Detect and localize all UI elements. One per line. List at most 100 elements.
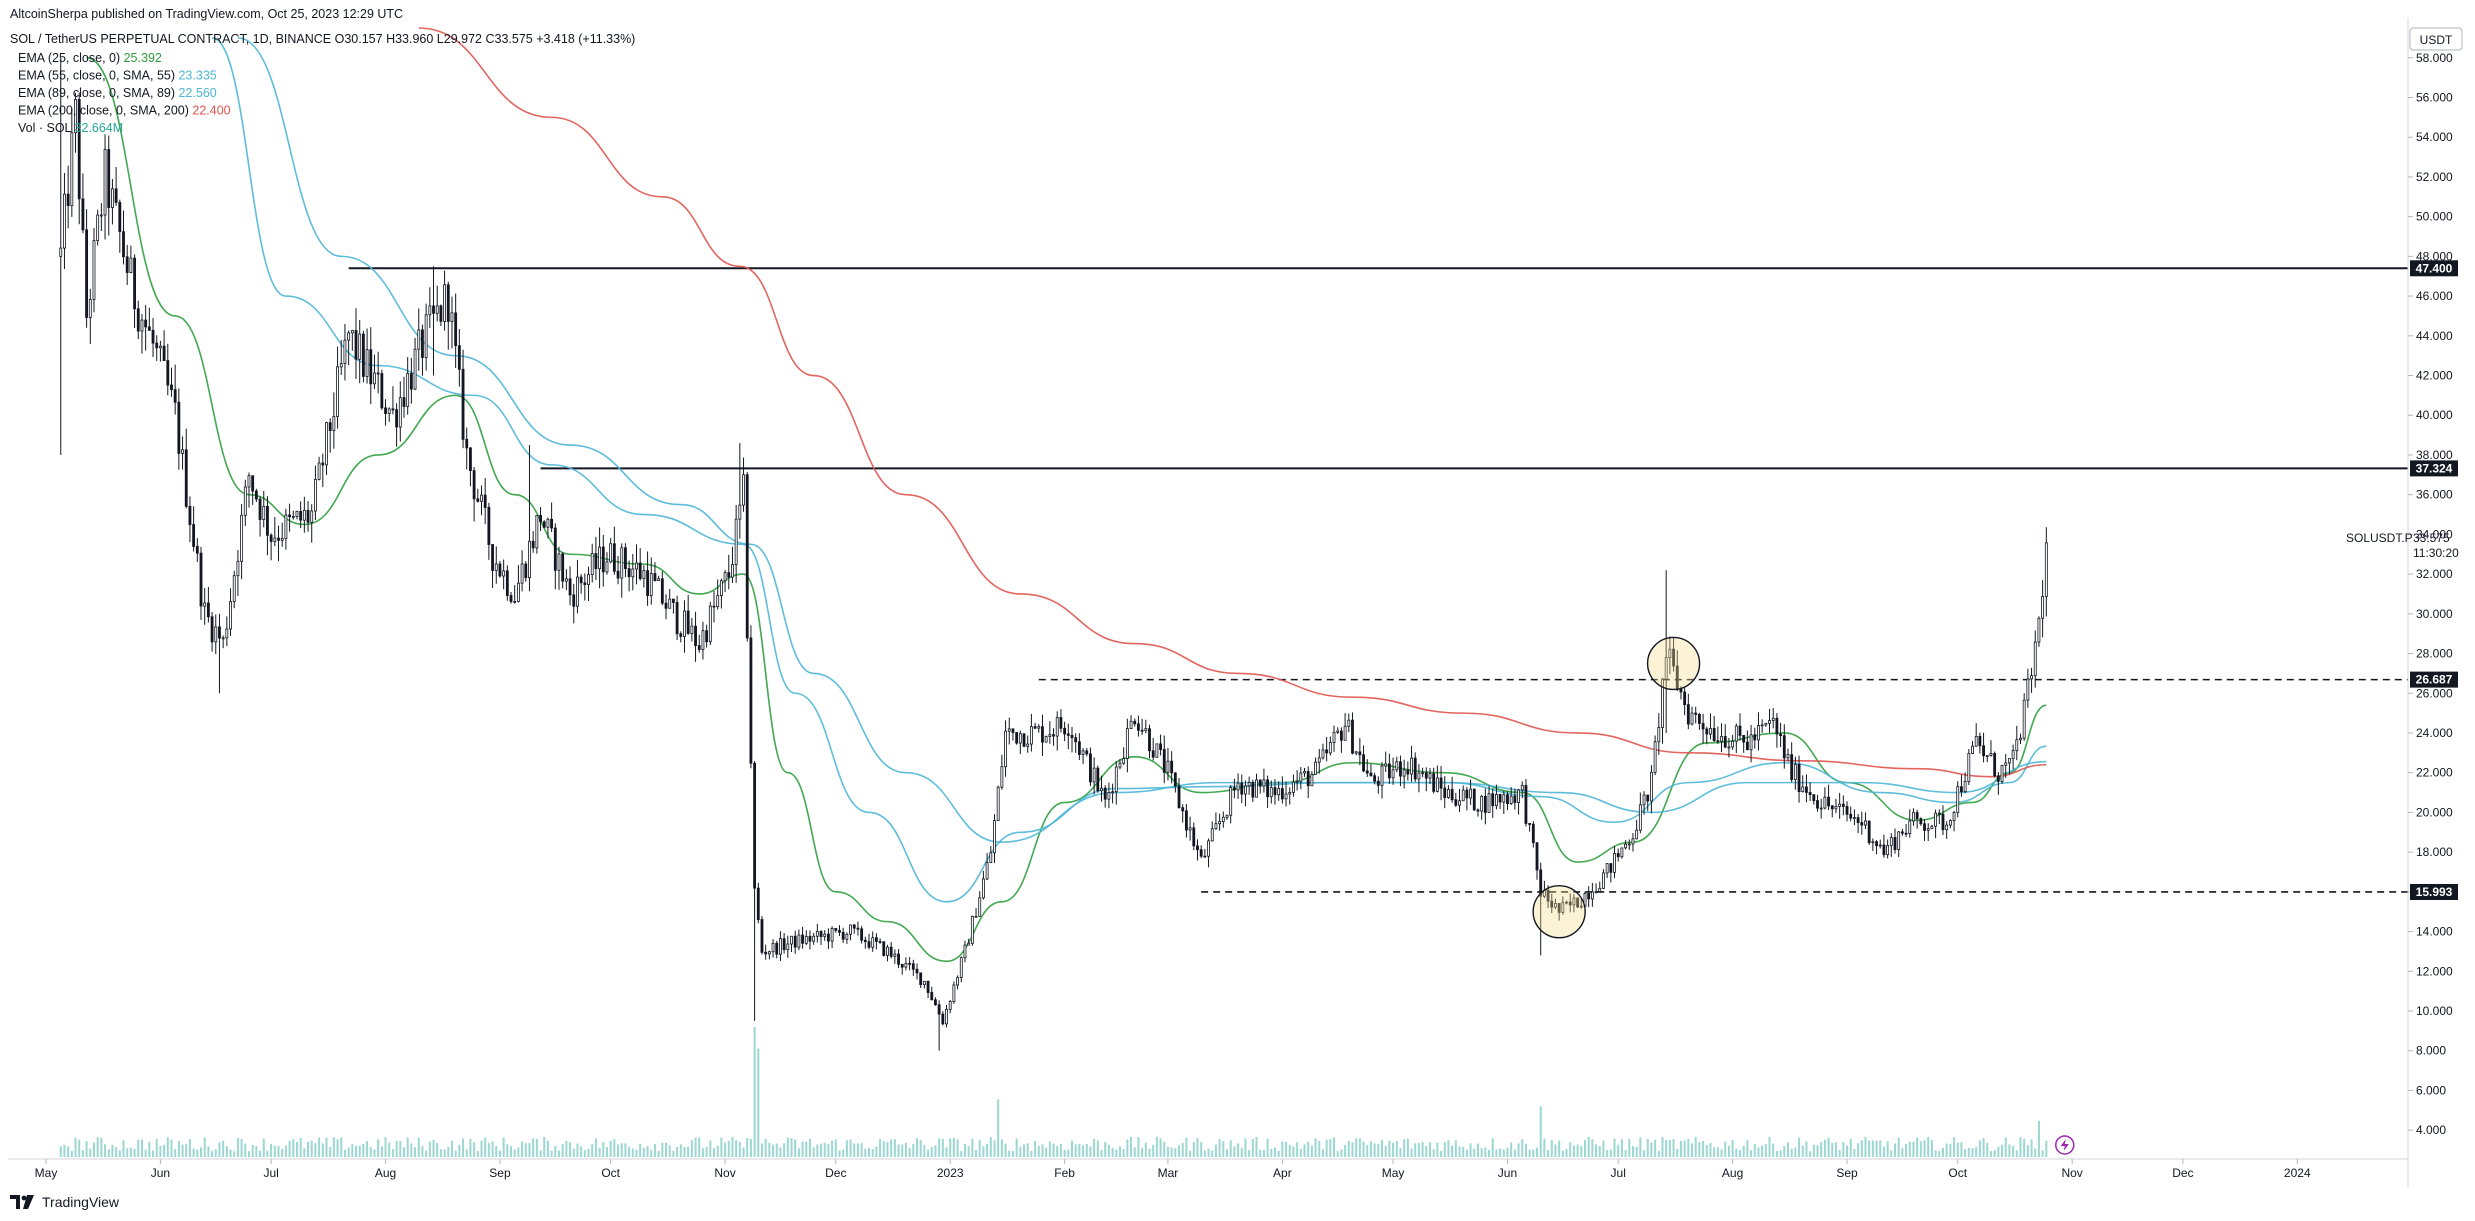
volume-bar	[661, 1142, 664, 1157]
volume-bar	[1919, 1141, 1922, 1157]
volume-bar	[967, 1146, 970, 1157]
candle	[524, 561, 528, 582]
volume-bar	[1451, 1145, 1454, 1157]
volume-bar	[366, 1141, 369, 1157]
volume-bar	[1886, 1141, 1889, 1157]
candle	[384, 399, 387, 426]
candle	[1310, 771, 1314, 787]
candle	[77, 92, 81, 225]
volume-bar	[1251, 1138, 1254, 1157]
volume-bar	[779, 1147, 782, 1157]
volume-bar	[1122, 1148, 1125, 1157]
volume-bar	[746, 1137, 749, 1157]
volume-bar	[867, 1147, 871, 1157]
volume-bar	[266, 1150, 269, 1157]
volume-bar	[2045, 1140, 2048, 1157]
volume-bar	[1237, 1143, 1240, 1157]
candle	[612, 526, 616, 575]
candle	[1029, 713, 1033, 752]
candle	[701, 621, 705, 660]
volume-bar	[1572, 1145, 1575, 1157]
candle	[1033, 722, 1037, 730]
volume-bar	[406, 1137, 409, 1157]
volume-bar	[1628, 1138, 1631, 1157]
volume-bar	[676, 1146, 679, 1157]
volume-bar	[1285, 1141, 1288, 1157]
volume-bar	[1034, 1140, 1037, 1157]
indicator-legend[interactable]: EMA (89, close, 0, SMA, 89) 22.560	[18, 86, 217, 100]
candle	[609, 538, 613, 564]
candle	[1103, 785, 1107, 808]
x-tick-label: Mar	[1158, 1166, 1179, 1180]
candle	[982, 870, 985, 900]
bolt-icon[interactable]	[2055, 1135, 2075, 1155]
candle	[1856, 814, 1860, 834]
volume-bar	[1716, 1147, 1719, 1157]
candle	[469, 447, 472, 487]
candle	[1004, 720, 1007, 777]
volume-bar	[1063, 1149, 1066, 1157]
currency-box[interactable]	[2409, 27, 2463, 51]
volume-bar	[1554, 1144, 1557, 1157]
candle	[421, 324, 424, 376]
volume-bar	[1462, 1146, 1465, 1157]
candle	[1646, 794, 1650, 812]
volume-bar	[820, 1143, 823, 1157]
candle	[1749, 724, 1753, 763]
volume-bar	[2023, 1138, 2026, 1157]
candle	[1912, 808, 1915, 826]
volume-bar	[1023, 1144, 1026, 1157]
price-axis[interactable]: USDT4.0006.0008.00010.00012.00014.00016.…	[8, 18, 2463, 1187]
volume-bar	[92, 1142, 95, 1157]
candle	[1616, 848, 1620, 862]
candle	[1332, 725, 1336, 752]
volume-bar	[720, 1137, 723, 1157]
candle	[856, 921, 860, 936]
indicator-legend[interactable]: EMA (200, close, 0, SMA, 200) 22.400	[18, 104, 231, 118]
candle	[2022, 693, 2026, 741]
indicator-legend[interactable]: Vol · SOL 32.664M	[18, 121, 123, 135]
volume-bar	[1248, 1149, 1251, 1157]
candle	[576, 559, 579, 614]
volume-bar	[1347, 1141, 1350, 1157]
volume-bar	[1956, 1142, 1959, 1157]
volume-bar	[1639, 1137, 1642, 1157]
volume-bar	[639, 1143, 642, 1157]
volume-bar	[1764, 1143, 1767, 1157]
volume-bar	[1281, 1141, 1284, 1157]
volume-bar	[1074, 1144, 1077, 1157]
candle	[118, 199, 122, 253]
volume-bar	[786, 1137, 789, 1157]
volume-bar	[118, 1150, 121, 1157]
candle	[627, 560, 631, 592]
volume-bar	[70, 1150, 73, 1157]
candle	[461, 349, 465, 449]
candle	[1900, 828, 1904, 836]
volume-bar	[716, 1145, 719, 1157]
volume-bar	[122, 1140, 125, 1157]
volume-bar	[823, 1142, 826, 1157]
candle	[793, 930, 797, 954]
volume-bar	[816, 1144, 819, 1157]
volume-bar	[1602, 1140, 1605, 1157]
time-axis[interactable]: May Jun Jul Aug Sep Oct Nov Dec 2023 Feb Mar Apr May…	[35, 1159, 2311, 1180]
indicator-legend[interactable]: EMA (55, close, 0, SMA, 55) 23.335	[18, 69, 217, 83]
indicator-legend[interactable]: EMA (25, close, 0) 25.392	[18, 51, 162, 65]
candle	[845, 932, 849, 944]
volume-bar	[1214, 1144, 1217, 1157]
candle	[871, 931, 875, 952]
volume-bar	[631, 1148, 634, 1157]
tradingview-footer[interactable]: TradingView	[10, 1194, 119, 1210]
candle	[1395, 756, 1399, 773]
candle	[1683, 687, 1687, 716]
volume-bar	[336, 1139, 339, 1157]
volume-bar	[63, 1144, 66, 1157]
volume-bar	[1927, 1137, 1930, 1157]
candle	[328, 418, 332, 453]
volume-bar	[1200, 1142, 1203, 1157]
volume-bar	[174, 1149, 177, 1157]
volume-bar	[1912, 1141, 1915, 1157]
candle	[1686, 693, 1690, 730]
volume-bar	[1609, 1149, 1612, 1157]
